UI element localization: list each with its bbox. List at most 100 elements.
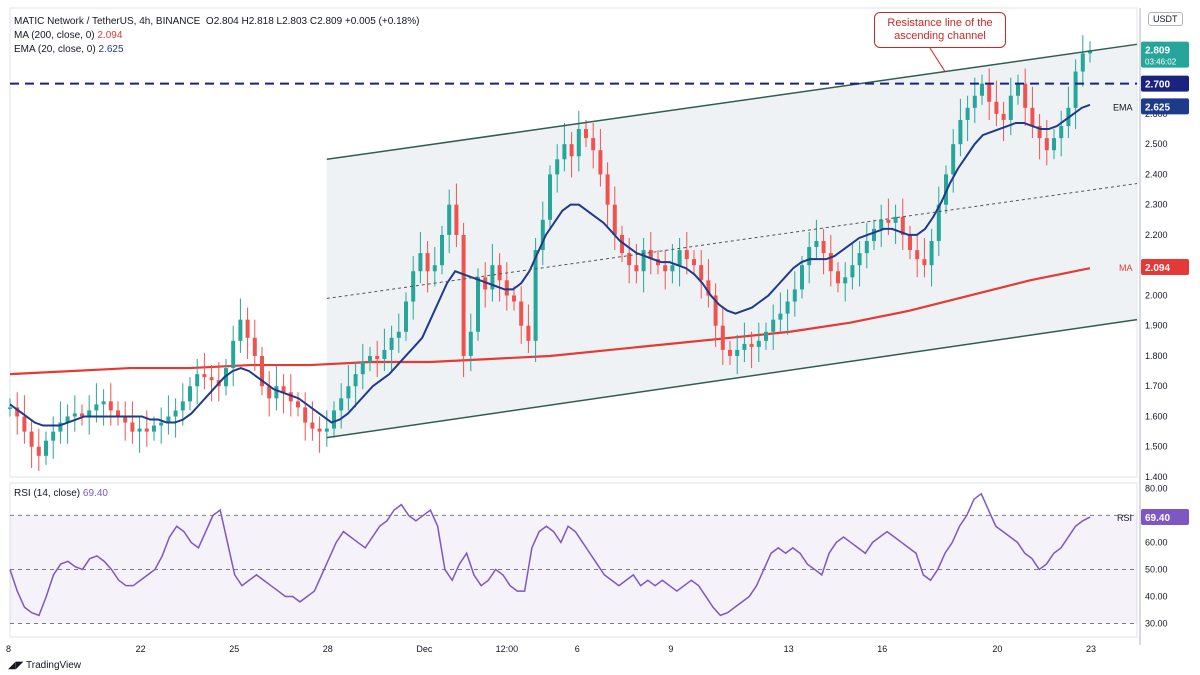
candle-body (929, 240, 934, 266)
rsi-tick-label: 30.00 (1145, 618, 1168, 628)
candle-body (36, 446, 41, 456)
time-tick-label: 6 (575, 644, 580, 654)
candle-body (447, 204, 452, 235)
candle-body (432, 265, 437, 272)
candle-body (166, 416, 171, 423)
candle-body (951, 144, 956, 175)
candle-body (123, 416, 128, 423)
candle-body (44, 440, 48, 456)
candle-body (641, 250, 646, 272)
candle-body (288, 392, 293, 402)
candle-body (368, 355, 372, 363)
callout-line-2: ascending channel (894, 30, 986, 42)
candle-body (483, 277, 488, 290)
price-tick-label: 1.500 (1145, 442, 1168, 452)
level-price-tag-bg (1141, 75, 1189, 92)
candle-body (1059, 126, 1064, 139)
candle-body (692, 259, 696, 266)
candle-body (605, 174, 610, 205)
candle-body (274, 386, 279, 399)
candle-body (144, 428, 149, 432)
currency-badge[interactable]: USDT (1148, 12, 1183, 26)
ema-price-tag: 2.625 (1145, 102, 1170, 113)
ema-legend-value: 2.625 (98, 44, 124, 55)
candle-body (29, 431, 34, 447)
candle-body (332, 410, 336, 429)
candle-body (1052, 138, 1056, 151)
candle-body (389, 337, 394, 350)
rsi-value-tag: 69.40 (1145, 513, 1170, 524)
candle-body (785, 301, 790, 314)
candle-body (339, 398, 344, 411)
logo-icon: ◢◤ (8, 660, 24, 671)
candle-body (591, 138, 596, 151)
candle-body (116, 410, 120, 417)
candle-body (173, 410, 178, 417)
ma-price-tag: 2.094 (1145, 263, 1170, 274)
rsi-tick-label: 80.00 (1145, 483, 1168, 493)
candle-body (735, 349, 740, 356)
candle-body (684, 250, 689, 260)
price-tick-label: 2.200 (1145, 230, 1168, 240)
price-tick-label: 2.300 (1145, 200, 1168, 210)
candle-body (987, 83, 992, 102)
candle-body (576, 129, 581, 157)
candle-body (764, 331, 768, 341)
candle-body (202, 374, 207, 378)
time-tick-label: 13 (784, 644, 794, 654)
candle-body (1016, 83, 1020, 96)
time-tick-label: 28 (323, 644, 333, 654)
candle-body (382, 349, 387, 359)
candle-body (965, 107, 970, 120)
candle-body (65, 416, 70, 423)
ema20-line (9, 103, 1091, 427)
candle-body (1044, 138, 1049, 151)
ema-pane-label: EMA (1113, 102, 1133, 112)
candle-body (317, 428, 322, 432)
candle-body (936, 204, 941, 241)
candle-body (900, 216, 905, 235)
candle-body (612, 204, 617, 235)
brand-name: TradingView (26, 660, 82, 671)
tradingview-logo: ◢◤ TradingView (8, 660, 81, 671)
candle-body (792, 289, 797, 302)
candle-body (396, 331, 401, 338)
candle-body (720, 325, 725, 350)
candle-body (188, 386, 192, 402)
candle-body (677, 250, 682, 266)
candle-body (94, 404, 99, 411)
candle-body (324, 428, 329, 432)
candle-body (972, 95, 977, 108)
level-price-tag: 2.700 (1145, 80, 1170, 91)
time-tick-label: 8 (6, 644, 11, 654)
ma-legend-label: MA (200, close, 0) (14, 30, 95, 41)
candle-body (778, 313, 783, 320)
candle-body (346, 386, 351, 399)
candle-body (195, 374, 200, 387)
channel-mid-line (326, 183, 1138, 299)
rsi-line (9, 492, 1091, 617)
candle-body (310, 422, 315, 429)
candle-body (72, 413, 77, 417)
rsi-tick-label: 60.00 (1145, 537, 1168, 547)
candle-body (850, 265, 855, 278)
ohlc-values: O2.804 H2.818 L2.803 C2.809 +0.005 (+0.1… (205, 16, 420, 27)
last-price-tag-bg (1141, 41, 1189, 68)
candle-body (648, 250, 653, 260)
callout-line-1: Resistance line of the (887, 17, 993, 29)
candle-body (627, 253, 632, 266)
candle-body (800, 265, 804, 290)
rsi-pane-frame (9, 482, 1138, 638)
ema-price-tag-bg (1141, 98, 1189, 115)
candle-body (843, 277, 848, 284)
channel-lower-line (326, 318, 1138, 439)
candle-body (879, 219, 884, 229)
candle-body (569, 144, 574, 157)
price-tick-label: 1.800 (1145, 351, 1168, 361)
candle-body (584, 129, 588, 139)
price-tick-label: 1.900 (1145, 321, 1168, 331)
time-tick-label: 9 (668, 644, 673, 654)
symbol-title: MATIC Network / TetherUS, 4h, BINANCE (14, 16, 201, 27)
candle-body (497, 265, 502, 281)
